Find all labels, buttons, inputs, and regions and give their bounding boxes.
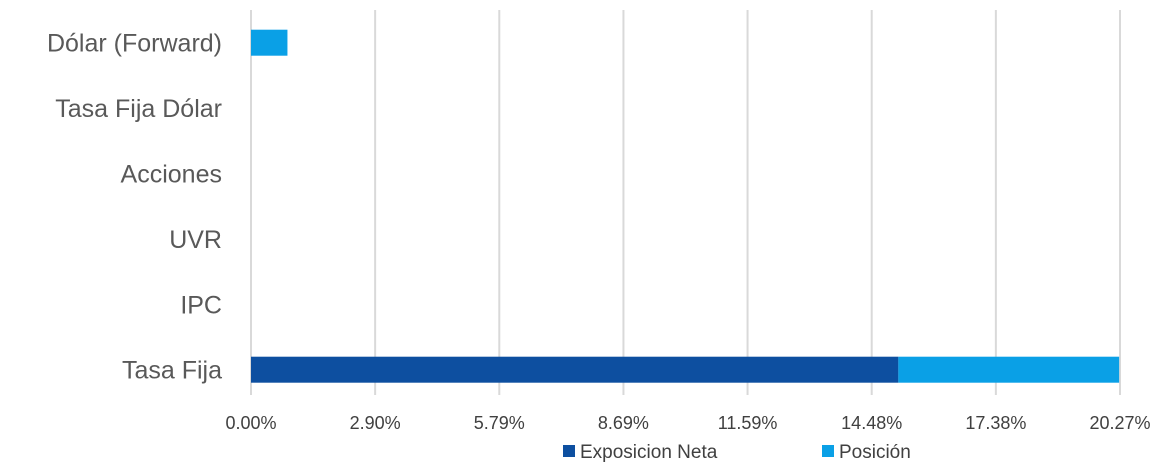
x-tick-label: 11.59% bbox=[718, 413, 778, 433]
x-tick-label: 20.27% bbox=[1089, 413, 1150, 433]
bar-posici-n bbox=[898, 356, 1120, 383]
category-labels: Dólar (Forward) Tasa Fija Dólar Acciones UV… bbox=[47, 30, 222, 385]
category-label: Acciones bbox=[121, 161, 222, 189]
x-tick-label: 17.38% bbox=[965, 413, 1026, 433]
category-label: IPC bbox=[180, 291, 222, 319]
bars bbox=[251, 29, 1120, 383]
category-label: Dólar (Forward) bbox=[47, 30, 222, 58]
legend-swatch bbox=[563, 445, 575, 457]
gridlines bbox=[250, 10, 1121, 395]
bar-posici-n bbox=[251, 29, 288, 56]
x-tick-labels: 0.00% 2.90% 5.79% 8.69% 11.59% 14.48% 17.38% 20… bbox=[225, 413, 1150, 433]
legend-label: Exposicion Neta bbox=[580, 442, 718, 463]
category-label: UVR bbox=[169, 226, 222, 254]
legend-label: Posición bbox=[839, 442, 911, 463]
bar-exposicion-neta bbox=[251, 356, 899, 383]
category-label: Tasa Fija bbox=[122, 357, 222, 385]
x-tick-label: 5.79% bbox=[474, 413, 525, 433]
legend: Exposicion Neta Posición bbox=[563, 442, 911, 463]
x-tick-label: 14.48% bbox=[841, 413, 902, 433]
x-tick-label: 0.00% bbox=[225, 413, 276, 433]
legend-swatch bbox=[822, 445, 834, 457]
category-label: Tasa Fija Dólar bbox=[55, 95, 222, 123]
x-tick-label: 2.90% bbox=[350, 413, 401, 433]
x-tick-label: 8.69% bbox=[598, 413, 649, 433]
